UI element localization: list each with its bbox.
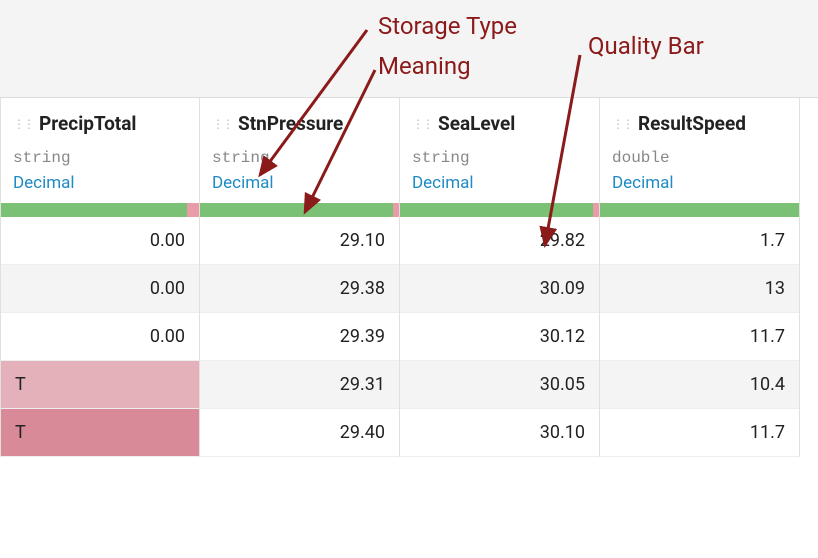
quality-bar[interactable] (200, 203, 399, 217)
table-cell[interactable]: 11.7 (600, 409, 799, 457)
storage-type-label: string (13, 149, 187, 167)
drag-handle-icon[interactable]: ⋮⋮ (212, 117, 232, 131)
column: ⋮⋮ResultSpeeddoubleDecimal1.71311.710.41… (600, 98, 800, 457)
table-cell[interactable]: 30.10 (400, 409, 599, 457)
drag-handle-icon[interactable]: ⋮⋮ (412, 117, 432, 131)
quality-bar[interactable] (400, 203, 599, 217)
quality-bar-good (200, 203, 393, 217)
column: ⋮⋮PrecipTotalstringDecimal0.000.000.00TT (0, 98, 200, 457)
quality-bar[interactable] (600, 203, 799, 217)
table-cell[interactable]: 30.09 (400, 265, 599, 313)
table-cell[interactable]: 29.31 (200, 361, 399, 409)
column-name: SeaLevel (438, 112, 515, 135)
column-name: ResultSpeed (638, 112, 746, 135)
quality-bar-bad (393, 203, 399, 217)
column-header[interactable]: ⋮⋮ SeaLevel string Decimal (400, 98, 599, 203)
drag-handle-icon[interactable]: ⋮⋮ (13, 117, 33, 131)
table-cell[interactable]: 0.00 (1, 265, 199, 313)
quality-bar-good (1, 203, 187, 217)
column-name: StnPressure (238, 112, 343, 135)
table-cell[interactable]: 11.7 (600, 313, 799, 361)
table-cell[interactable]: 10.4 (600, 361, 799, 409)
table-cell[interactable]: 0.00 (1, 313, 199, 361)
table-cell[interactable]: 29.38 (200, 265, 399, 313)
column: ⋮⋮SeaLevelstringDecimal29.8230.0930.1230… (400, 98, 600, 457)
table-cell[interactable]: 29.82 (400, 217, 599, 265)
column-header[interactable]: ⋮⋮ StnPressure string Decimal (200, 98, 399, 203)
table-cell[interactable]: 1.7 (600, 217, 799, 265)
table-cell[interactable]: 0.00 (1, 217, 199, 265)
column-header[interactable]: ⋮⋮ ResultSpeed double Decimal (600, 98, 799, 203)
meaning-link[interactable]: Decimal (212, 173, 387, 193)
column-header[interactable]: ⋮⋮ PrecipTotal string Decimal (1, 98, 199, 203)
storage-type-label: double (612, 149, 787, 167)
storage-type-label: string (412, 149, 587, 167)
table-cell[interactable]: 29.40 (200, 409, 399, 457)
quality-bar-good (400, 203, 593, 217)
meaning-link[interactable]: Decimal (612, 173, 787, 193)
quality-bar-bad (593, 203, 599, 217)
table-cell[interactable]: 13 (600, 265, 799, 313)
quality-bar-bad (187, 203, 199, 217)
table-cell[interactable]: 30.05 (400, 361, 599, 409)
quality-bar[interactable] (1, 203, 199, 217)
table-cell[interactable]: T (1, 409, 199, 457)
table-cell[interactable]: T (1, 361, 199, 409)
table-cell[interactable]: 29.10 (200, 217, 399, 265)
storage-type-label: string (212, 149, 387, 167)
meaning-link[interactable]: Decimal (412, 173, 587, 193)
table-cell[interactable]: 30.12 (400, 313, 599, 361)
drag-handle-icon[interactable]: ⋮⋮ (612, 117, 632, 131)
column: ⋮⋮StnPressurestringDecimal29.1029.3829.3… (200, 98, 400, 457)
top-spacer (0, 0, 818, 98)
table-cell[interactable]: 29.39 (200, 313, 399, 361)
data-table: ⋮⋮PrecipTotalstringDecimal0.000.000.00TT… (0, 98, 818, 457)
quality-bar-good (600, 203, 799, 217)
column-name: PrecipTotal (39, 112, 136, 135)
meaning-link[interactable]: Decimal (13, 173, 187, 193)
